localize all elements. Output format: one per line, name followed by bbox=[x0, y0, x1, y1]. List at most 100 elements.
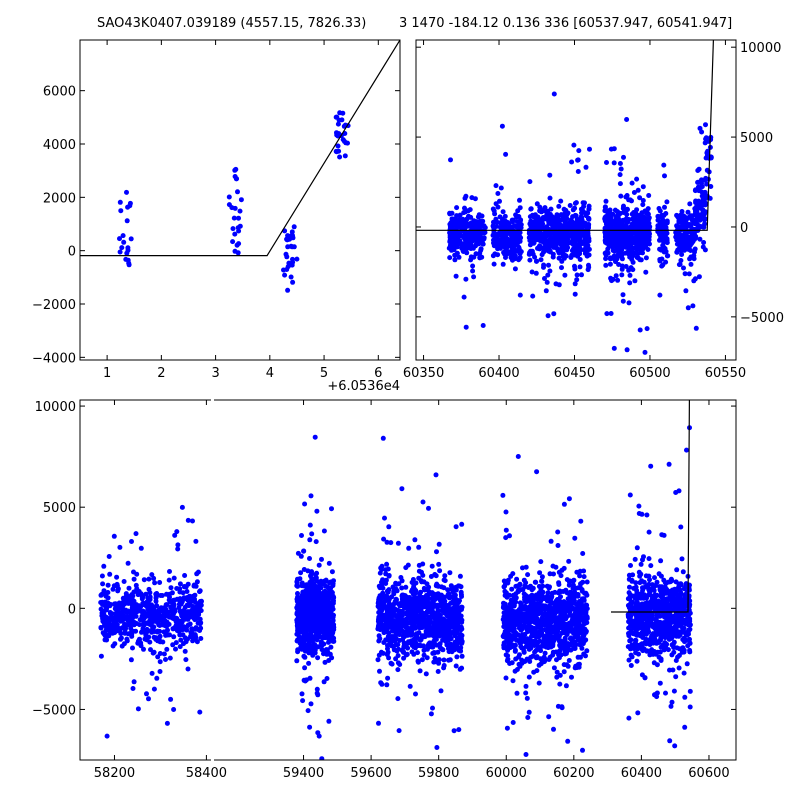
data-point bbox=[567, 219, 573, 225]
data-point bbox=[637, 327, 643, 333]
data-point bbox=[466, 221, 472, 227]
data-point bbox=[330, 583, 336, 589]
data-point bbox=[102, 633, 108, 638]
data-point bbox=[605, 246, 611, 252]
data-point bbox=[688, 248, 694, 253]
data-point bbox=[436, 561, 442, 567]
data-point bbox=[458, 624, 464, 630]
data-point bbox=[664, 220, 670, 226]
data-point bbox=[584, 222, 590, 228]
data-point bbox=[579, 232, 585, 238]
data-point bbox=[646, 215, 652, 221]
data-point bbox=[396, 728, 402, 734]
data-point bbox=[392, 621, 398, 627]
data-point bbox=[664, 253, 670, 259]
data-point bbox=[454, 205, 460, 211]
data-point bbox=[578, 206, 584, 212]
data-point bbox=[480, 241, 486, 247]
data-point bbox=[620, 292, 626, 298]
data-point bbox=[146, 603, 152, 608]
data-point bbox=[509, 238, 514, 244]
data-point bbox=[230, 226, 236, 232]
data-point bbox=[451, 247, 457, 253]
data-point bbox=[404, 625, 410, 631]
data-point bbox=[584, 241, 590, 247]
data-point bbox=[529, 248, 535, 254]
data-point bbox=[177, 586, 183, 592]
data-point bbox=[384, 682, 390, 688]
data-point bbox=[376, 652, 382, 658]
data-point bbox=[299, 691, 305, 697]
data-point bbox=[663, 211, 669, 216]
data-point bbox=[615, 277, 621, 283]
data-point bbox=[114, 574, 120, 580]
data-point bbox=[295, 583, 301, 589]
data-point bbox=[179, 504, 185, 510]
data-point bbox=[494, 233, 500, 239]
data-point bbox=[544, 279, 550, 285]
data-point bbox=[643, 223, 649, 229]
data-point bbox=[437, 568, 443, 574]
data-point bbox=[546, 214, 552, 220]
data-point bbox=[158, 593, 164, 598]
data-point bbox=[490, 253, 496, 259]
data-point bbox=[630, 259, 636, 265]
data-point bbox=[315, 692, 321, 698]
y-tick-label: 10000 bbox=[740, 41, 781, 56]
data-point bbox=[315, 655, 321, 661]
data-point bbox=[607, 261, 613, 267]
data-point bbox=[576, 245, 582, 251]
data-point bbox=[563, 207, 569, 213]
data-point bbox=[160, 619, 166, 625]
data-point bbox=[192, 592, 198, 598]
data-point bbox=[624, 347, 630, 353]
data-point bbox=[321, 679, 327, 685]
data-point bbox=[655, 213, 661, 219]
x-tick-label: 5 bbox=[320, 366, 328, 381]
data-point bbox=[342, 153, 348, 159]
data-point bbox=[646, 193, 652, 198]
data-point bbox=[628, 265, 634, 271]
data-point bbox=[424, 655, 430, 661]
data-point bbox=[375, 626, 381, 632]
data-point bbox=[105, 595, 111, 601]
data-point bbox=[314, 508, 320, 514]
data-point bbox=[401, 640, 407, 646]
data-point bbox=[627, 272, 633, 278]
data-point bbox=[453, 217, 459, 223]
data-point bbox=[701, 240, 707, 245]
data-point bbox=[145, 595, 151, 601]
data-point bbox=[129, 593, 135, 599]
data-point bbox=[603, 262, 609, 268]
data-point bbox=[620, 218, 626, 224]
data-point bbox=[619, 272, 625, 278]
data-point bbox=[290, 259, 296, 265]
data-point bbox=[607, 255, 613, 261]
data-point bbox=[405, 562, 411, 568]
data-point bbox=[282, 272, 288, 278]
data-point bbox=[490, 232, 496, 238]
data-point bbox=[617, 181, 623, 187]
data-point bbox=[165, 632, 171, 638]
data-point bbox=[409, 579, 415, 585]
data-point bbox=[296, 611, 301, 617]
data-point bbox=[328, 579, 334, 585]
data-point bbox=[692, 188, 698, 194]
data-point bbox=[151, 649, 157, 655]
data-point bbox=[517, 238, 523, 244]
data-point bbox=[164, 720, 170, 726]
data-point bbox=[418, 643, 424, 649]
data-point bbox=[126, 598, 132, 604]
data-point bbox=[395, 696, 401, 702]
data-point bbox=[480, 323, 486, 328]
data-point bbox=[126, 262, 132, 268]
data-point bbox=[449, 241, 455, 247]
data-point bbox=[319, 647, 325, 653]
x-tick-label: 2 bbox=[157, 366, 165, 381]
data-point bbox=[502, 213, 508, 219]
data-point bbox=[301, 548, 307, 554]
data-point bbox=[182, 648, 188, 654]
data-point bbox=[435, 583, 441, 589]
data-point bbox=[459, 633, 465, 638]
data-point bbox=[655, 223, 661, 229]
